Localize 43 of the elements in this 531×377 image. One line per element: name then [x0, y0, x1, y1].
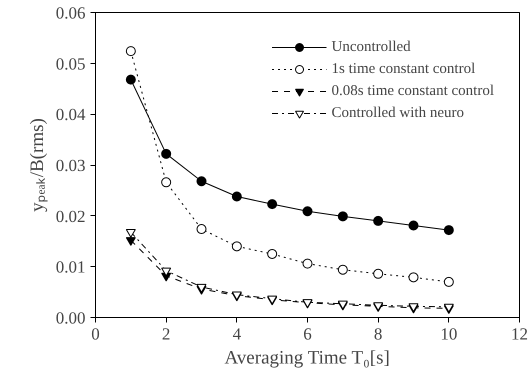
point	[161, 148, 172, 159]
point	[232, 192, 242, 202]
y-tick-label: 0.02	[56, 206, 86, 226]
point	[444, 276, 454, 287]
legend-label: Uncontrolled	[332, 38, 411, 56]
y-tick-label: 0.05	[56, 54, 86, 74]
point	[161, 177, 172, 188]
x-tick-label: 8	[374, 324, 382, 344]
legend-label: 0.08s time constant control	[332, 82, 494, 100]
point	[196, 176, 206, 186]
x-tick-label: 12	[511, 324, 528, 344]
y-tick-label: 0.00	[56, 308, 86, 328]
point	[373, 216, 384, 226]
y-tick-label: 0.01	[56, 258, 86, 277]
point	[196, 224, 206, 234]
point	[302, 206, 312, 216]
point	[408, 220, 418, 230]
point	[126, 237, 136, 246]
point	[126, 229, 136, 238]
x-tick-label: 2	[162, 324, 170, 344]
point	[126, 74, 136, 85]
y-axis-title: yₚₑₐₖ/B(rms)	[26, 118, 48, 212]
point	[338, 211, 348, 222]
x-tick-label: 10	[440, 324, 458, 344]
point	[302, 258, 312, 269]
x-tick-label: 0	[91, 324, 100, 344]
y-tick-label: 0.04	[56, 105, 86, 124]
point	[267, 248, 278, 259]
point	[267, 199, 278, 210]
legend-label: Controlled with neuro	[332, 104, 464, 122]
x-tick-label: 4	[232, 324, 242, 344]
point	[161, 268, 172, 276]
y-tick-label: 0.03	[56, 156, 86, 175]
point	[408, 272, 418, 282]
point	[232, 241, 242, 252]
point	[338, 264, 348, 275]
x-tick-label: 6	[303, 324, 312, 344]
x-axis-title: Averaging Time T₀[s]	[224, 348, 390, 368]
legend-label: 1s time constant control	[332, 60, 476, 78]
point	[444, 225, 454, 236]
point	[373, 268, 384, 279]
y-tick-label: 0.06	[56, 4, 86, 22]
point	[126, 46, 136, 56]
